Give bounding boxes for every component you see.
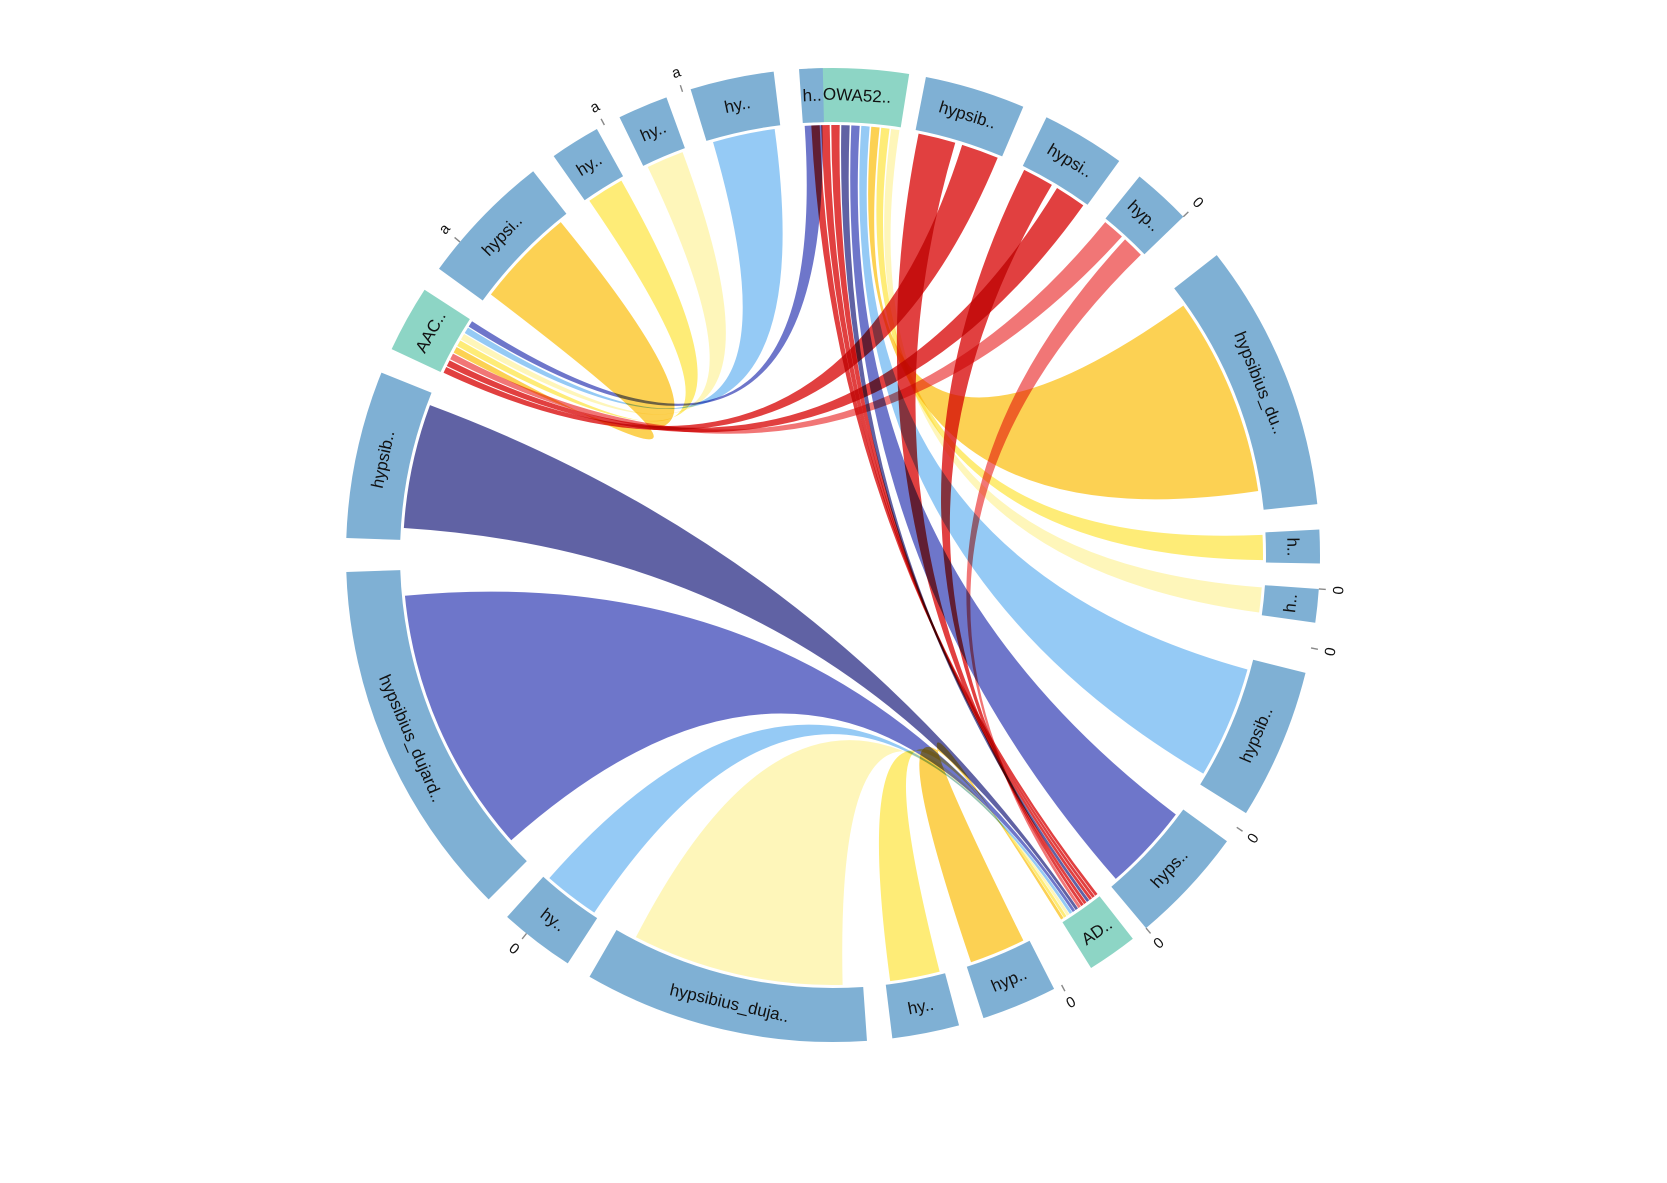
chord-segment — [690, 71, 781, 141]
tick-label: 0 — [1063, 993, 1078, 1012]
axis-tick — [1145, 927, 1152, 934]
chord-ribbon — [635, 740, 1070, 985]
chord-ribbon — [966, 239, 1141, 909]
chord-ribbon — [868, 126, 1259, 500]
chord-segment — [346, 570, 527, 900]
chord-ribbon — [453, 222, 675, 440]
chord-segment — [619, 97, 685, 166]
chord-segment — [1022, 117, 1120, 205]
chord-segment — [439, 171, 567, 301]
segments-layer: OWA52..hypsib..hypsi..hyp..hypsibius_du.… — [346, 68, 1320, 1043]
chord-segment — [1200, 659, 1306, 814]
axis-tick — [679, 84, 684, 93]
chord-segment — [1105, 176, 1184, 255]
chord-segment — [966, 940, 1055, 1019]
axis-tick — [1310, 647, 1319, 650]
tick-label: 0 — [505, 940, 522, 958]
chord-segment — [1111, 809, 1227, 929]
chord-ribbon — [457, 180, 698, 422]
axis-tick — [1061, 984, 1066, 992]
segment-label: hy.. — [906, 995, 935, 1019]
chord-segment — [553, 129, 624, 201]
ribbons-layer — [403, 125, 1263, 985]
chord-ribbon — [919, 742, 1064, 963]
chord-segment — [1174, 255, 1318, 510]
chord-ribbon — [859, 125, 1248, 774]
chord-ribbon — [878, 748, 1067, 982]
chord-ribbon — [404, 591, 1076, 912]
axis-tick — [1236, 826, 1243, 832]
tick-label: 0 — [1189, 194, 1207, 212]
axis-tick — [454, 236, 461, 243]
chord-ribbon — [443, 144, 998, 431]
segment-label: h.. — [1280, 593, 1301, 614]
chord-segment — [391, 289, 470, 373]
segment-label: OWA52.. — [822, 84, 891, 107]
segment-label: h.. — [1283, 537, 1302, 556]
chord-segment — [346, 372, 432, 540]
chord-segment — [885, 973, 960, 1039]
tick-label: a — [587, 98, 603, 117]
chord-segment — [1261, 585, 1319, 623]
chord-ribbon — [464, 128, 783, 410]
chord-segment — [589, 929, 867, 1043]
tick-label: a — [670, 63, 684, 82]
segment-label: h.. — [802, 86, 822, 106]
tick-label: 0 — [1244, 830, 1263, 846]
axis-tick — [521, 933, 528, 940]
tick-label: a — [435, 220, 454, 238]
tick-label: 0 — [1330, 586, 1348, 596]
chord-segment — [1062, 896, 1133, 968]
chord-segment — [1265, 529, 1320, 564]
chord-ribbon — [896, 133, 1087, 905]
chord-segment — [799, 68, 824, 124]
chord-segment — [807, 68, 910, 128]
tick-label: 0 — [1150, 934, 1167, 952]
axis-tick — [600, 118, 605, 126]
chord-segment — [915, 76, 1024, 157]
chord-ribbon — [403, 405, 1078, 911]
chord-segment — [507, 876, 598, 964]
tick-label: 0 — [1322, 646, 1340, 657]
axis-tick — [1182, 211, 1189, 218]
